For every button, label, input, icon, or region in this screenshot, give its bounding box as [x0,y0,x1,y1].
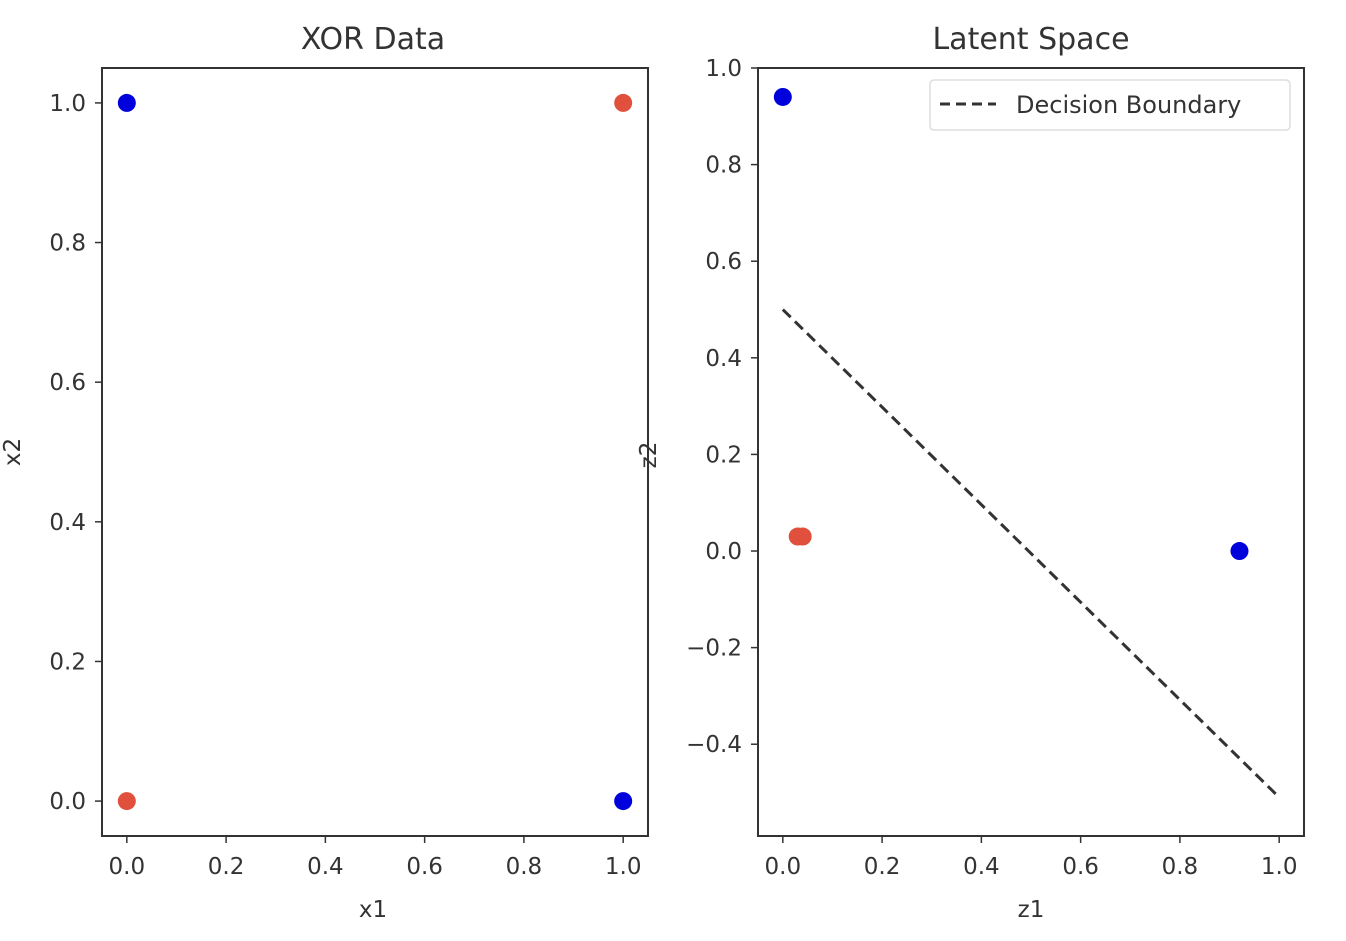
scatter-point [773,87,792,106]
legend: Decision Boundary [929,79,1291,131]
x-tick-label: 0.6 [1062,854,1099,880]
plot-frame [757,67,1305,837]
legend-box [929,79,1291,131]
y-tick-label: 0.0 [49,789,86,815]
chart-title: XOR Data [301,22,445,57]
y-tick-label: 1.0 [49,91,86,117]
y-axis-label: x2 [0,438,26,466]
x-tick-label: 1.0 [605,854,642,880]
scatter-point [117,792,136,811]
x-tick-label: 1.0 [1261,854,1298,880]
y-tick-label: −0.2 [686,636,742,662]
x-tick-label: 0.4 [963,854,1000,880]
x-tick-label: 0.8 [1162,854,1199,880]
x-tick-label: 0.0 [109,854,146,880]
x-axis-label: x1 [359,897,387,923]
latent-space-panel: Latent Space 0.0 0.2 0.4 0.6 0.8 1.0−0.4−0.20… [636,22,1305,923]
scatter-point [793,527,812,546]
scatter-point [614,792,633,811]
x-tick-label: 0.0 [765,854,802,880]
y-tick-label: 0.6 [705,249,742,275]
x-tick-label: 0.2 [864,854,901,880]
y-tick-label: 1.0 [705,56,742,82]
y-tick-label: 0.2 [705,442,742,468]
x-tick-label: 0.4 [307,854,344,880]
tick-layer: 0.0 0.2 0.4 0.6 0.8 1.0 −0.4 −0.2 0.0 0.2 0.4 0.6 0.… [686,56,1297,880]
y-tick-label: 0.4 [49,510,86,536]
scatter-point [1230,542,1249,561]
y-tick-label: 0.6 [49,370,86,396]
y-tick-label: 0.8 [705,153,742,179]
y-axis-label: z2 [636,442,662,469]
x-axis-label: z1 [1018,897,1045,923]
y-tick-label: 0.2 [49,649,86,675]
xor-data-panel: XOR Data 0.0 0.2 0.4 0.6 0.8 1.00.00.20.40.60… [0,22,649,923]
y-tick-label: 0.8 [49,231,86,257]
scatter-point [614,93,633,112]
x-tick-label: 0.8 [506,854,543,880]
decision-boundary-line [781,308,1281,799]
scatter-point [117,93,136,112]
y-tick-label: −0.4 [686,732,742,758]
y-tick-label: 0.0 [705,539,742,565]
x-tick-label: 0.6 [406,854,443,880]
legend-entry-decision-boundary: Decision Boundary [1016,91,1241,119]
mark-layer [117,93,633,811]
chart-title: Latent Space [932,22,1129,57]
tick-layer: 0.0 0.2 0.4 0.6 0.8 1.0 0.0 0.2 0.4 0.6 0.8 1.0 [49,91,641,880]
plot-frame [101,67,649,837]
mark-layer [773,87,1281,799]
x-tick-label: 0.2 [208,854,245,880]
y-tick-label: 0.4 [705,346,742,372]
